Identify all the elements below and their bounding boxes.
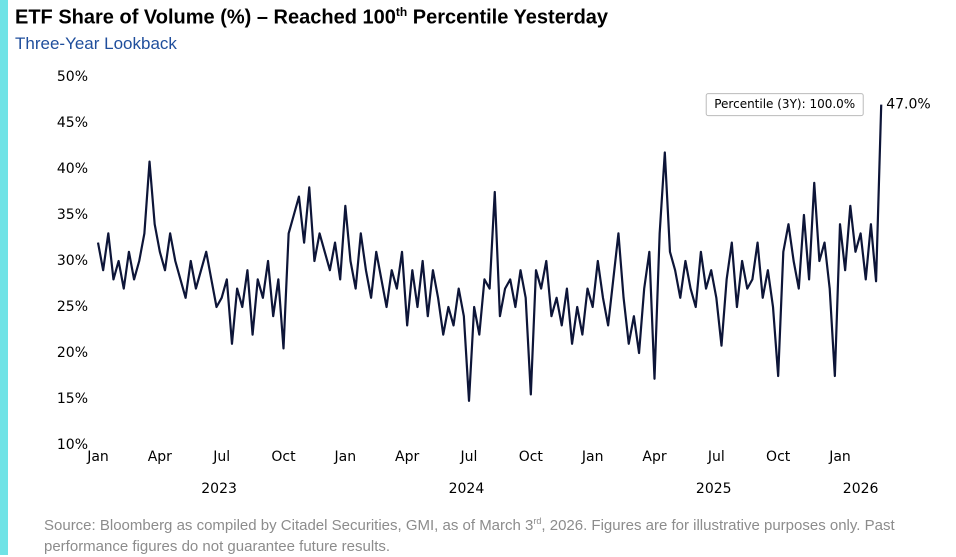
year-label: 2026	[843, 481, 879, 497]
y-tick-label: 30%	[57, 253, 88, 269]
x-tick-label: Jan	[581, 449, 604, 465]
annotation: Percentile (3Y): 100.0%	[714, 97, 855, 111]
chart-subtitle: Three-Year Lookback	[15, 34, 177, 53]
x-tick-label: Jan	[334, 449, 357, 465]
x-tick-label: Apr	[642, 449, 666, 465]
y-tick-label: 40%	[57, 161, 88, 177]
x-tick-label: Oct	[271, 449, 296, 465]
x-tick-label: Apr	[395, 449, 419, 465]
y-tick-label: 50%	[57, 69, 88, 85]
x-tick-label: Jul	[212, 449, 230, 465]
x-tick-label: Oct	[519, 449, 544, 465]
x-tick-label: Jul	[460, 449, 478, 465]
source-note: Source: Bloomberg as compiled by Citadel…	[44, 516, 895, 555]
y-tick-label: 35%	[57, 207, 88, 223]
y-tick-label: 45%	[57, 115, 88, 131]
y-tick-label: 15%	[57, 391, 88, 407]
chart: 10% 15% 20% 25% 30% 35% 40% 45% 50% Jan Apr Jul Oct J…	[57, 69, 931, 497]
y-tick-label: 20%	[57, 345, 88, 361]
chart-title: ETF Share of Volume (%) – Reached 100th …	[15, 5, 609, 29]
x-tick-label: Jul	[707, 449, 725, 465]
year-label: 2025	[696, 481, 732, 497]
accent-bar	[0, 0, 8, 555]
series-line	[96, 104, 883, 402]
annotation-box	[705, 93, 864, 117]
year-label: 2023	[201, 481, 237, 497]
x-tick-label: Apr	[148, 449, 172, 465]
x-tick-label: Oct	[766, 449, 791, 465]
y-tick-label: 10%	[57, 437, 88, 453]
value-label: 47.0%	[886, 97, 930, 113]
year-label: 2024	[449, 481, 485, 497]
x-tick-label: Jan	[86, 449, 109, 465]
y-tick-label: 25%	[57, 299, 88, 315]
x-tick-label: Jan	[828, 449, 851, 465]
